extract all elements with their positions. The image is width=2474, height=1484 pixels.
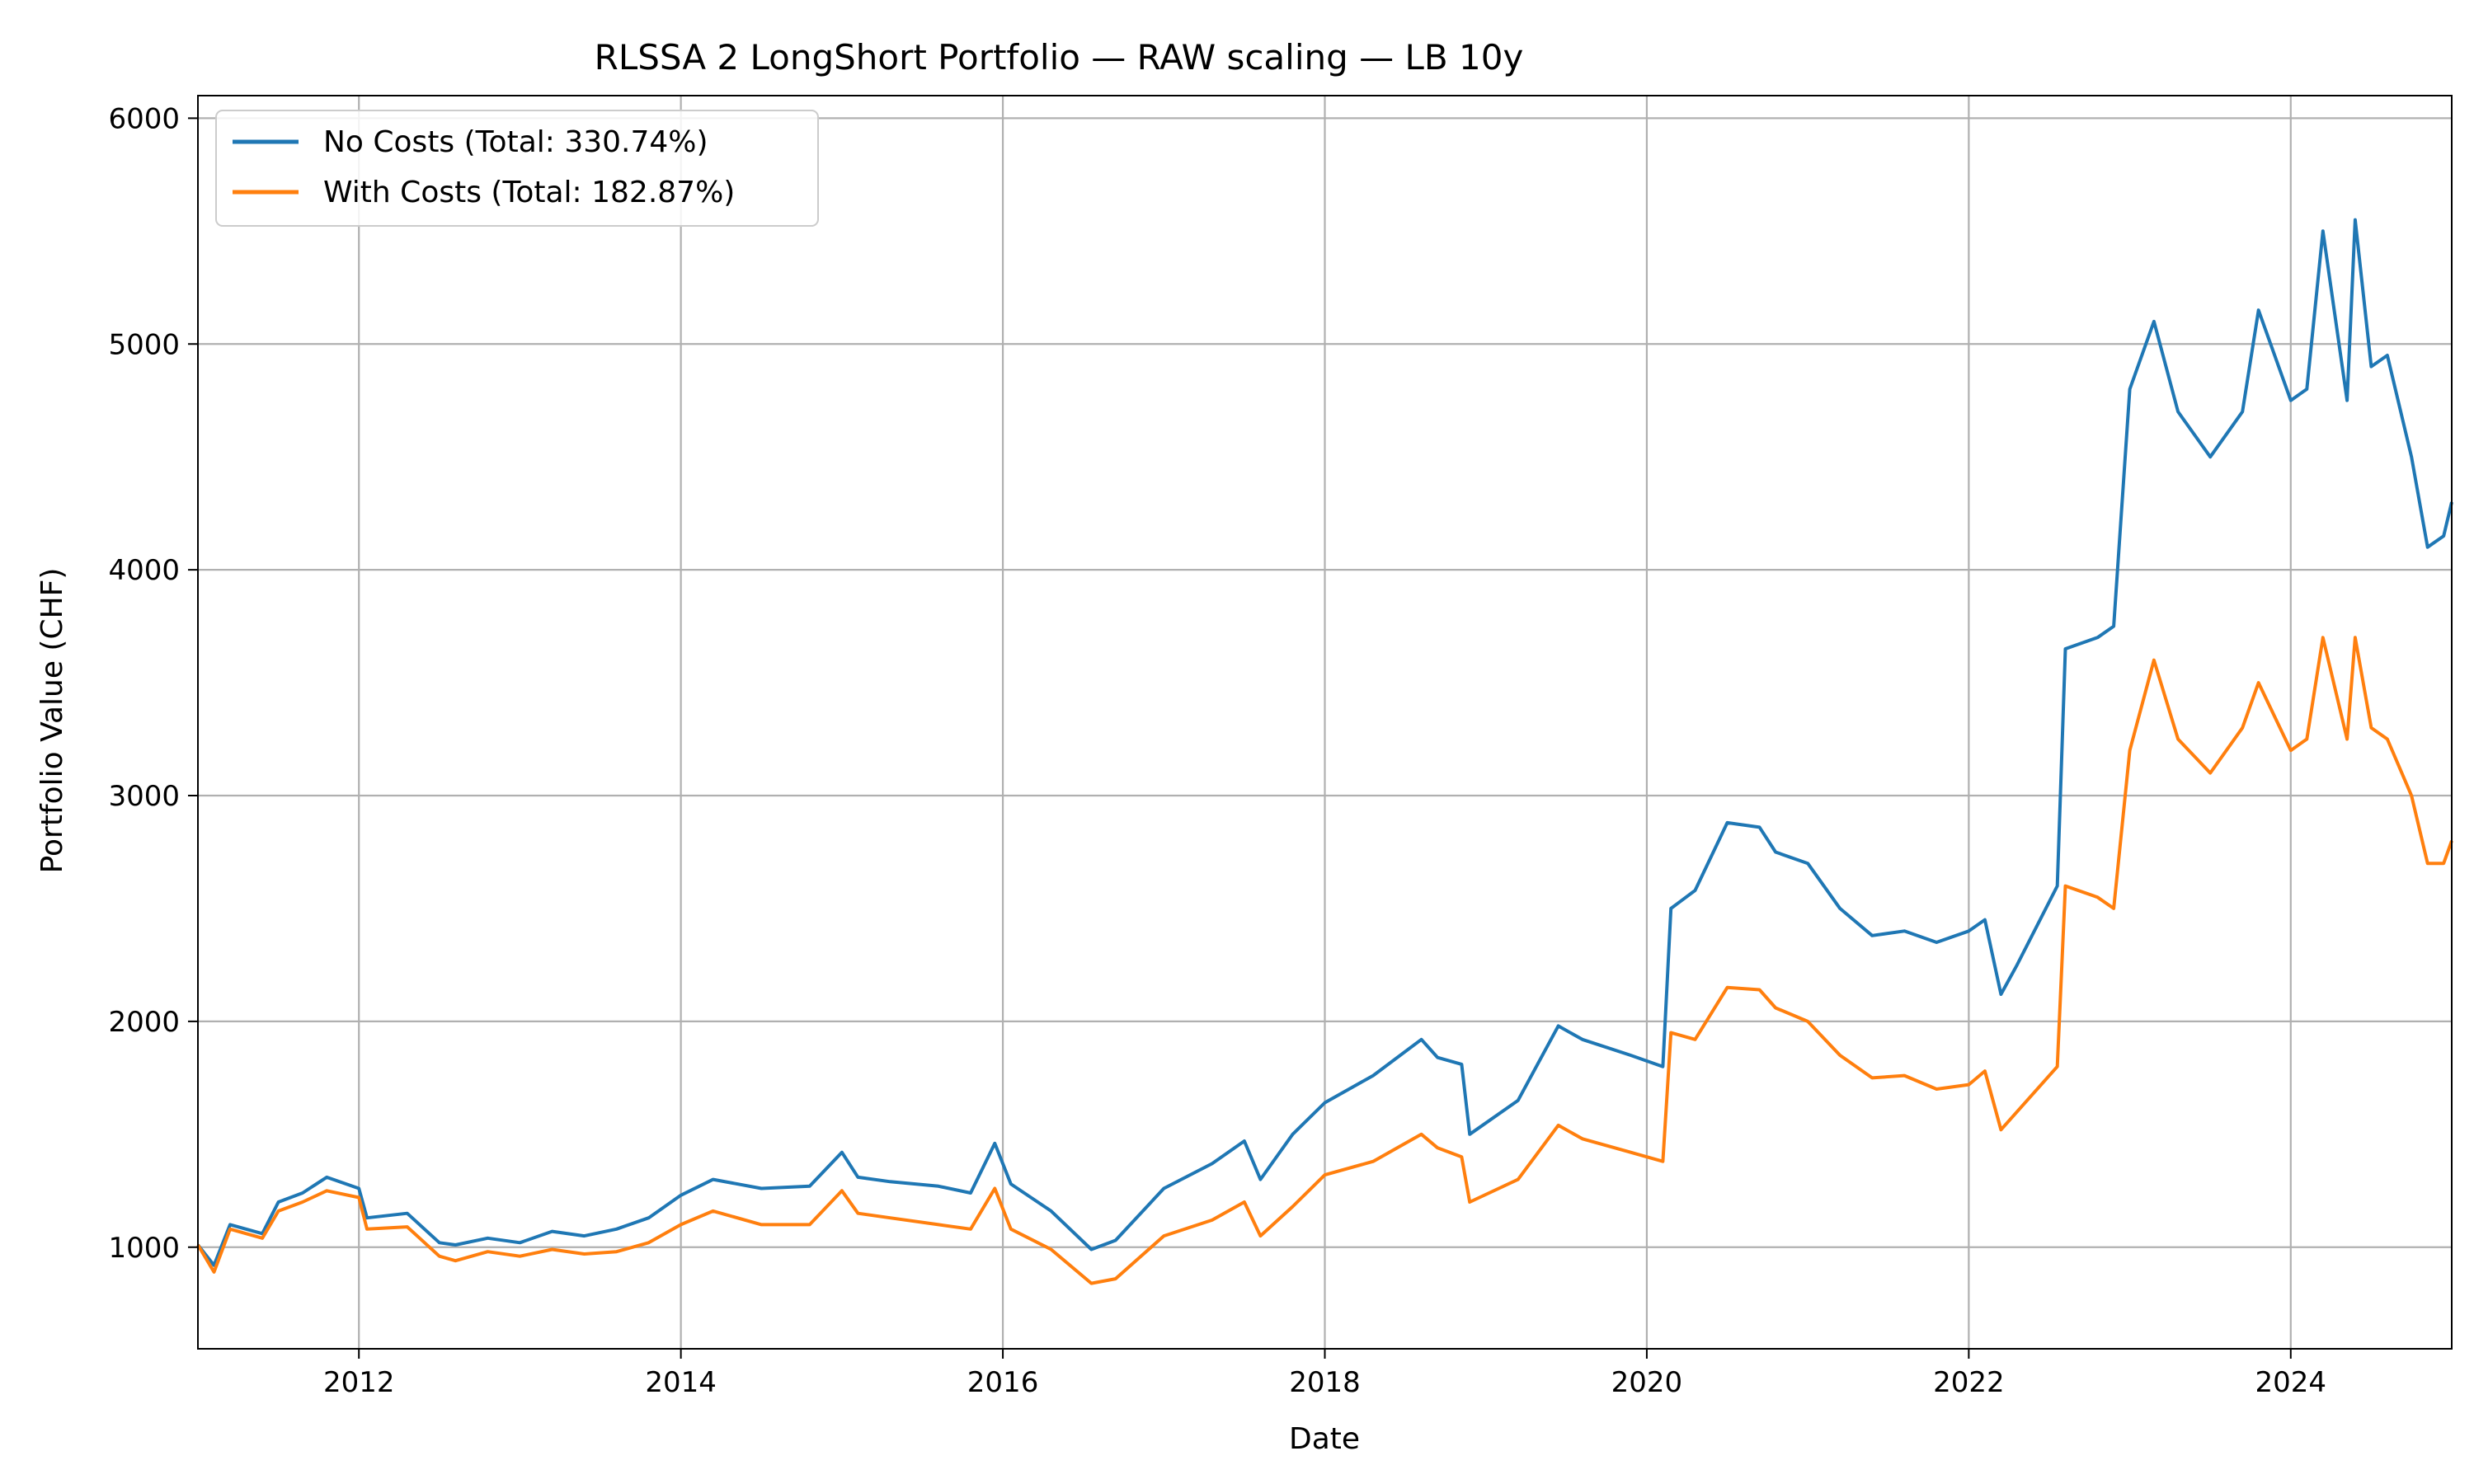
series-line-with-costs	[196, 636, 2453, 1285]
x-tick-label: 2024	[2255, 1366, 2327, 1399]
y-tick-label: 6000	[108, 102, 180, 135]
x-tick-label: 2020	[1611, 1366, 1683, 1399]
y-axis-label: Portfolio Value (CHF)	[35, 568, 69, 874]
series-group	[196, 218, 2453, 1285]
y-tick-label: 4000	[108, 554, 180, 587]
legend: No Costs (Total: 330.74%) With Costs (To…	[215, 110, 819, 227]
x-tick-label: 2022	[1933, 1366, 2005, 1399]
y-tick-label: 2000	[108, 1006, 180, 1039]
legend-label-no-costs: No Costs (Total: 330.74%)	[323, 125, 708, 159]
x-tick-label: 2012	[323, 1366, 395, 1399]
chart-title: RLSSA 2 LongShort Portfolio — RAW scalin…	[595, 37, 1524, 77]
legend-label-with-costs: With Costs (Total: 182.87%)	[323, 176, 735, 209]
x-tick-label: 2018	[1289, 1366, 1361, 1399]
x-tick-label: 2014	[645, 1366, 717, 1399]
y-tick-label: 3000	[108, 780, 180, 813]
grid	[198, 96, 2452, 1349]
y-axis-ticks: 1000 2000 3000 4000 5000 6000	[108, 102, 198, 1265]
x-axis-ticks: 2012 2014 2016 2018 2020 2022 2024	[323, 1349, 2326, 1399]
y-tick-label: 5000	[108, 328, 180, 361]
legend-box	[215, 110, 819, 227]
y-tick-label: 1000	[108, 1232, 180, 1265]
x-axis-label: Date	[1289, 1422, 1360, 1456]
x-tick-label: 2016	[967, 1366, 1039, 1399]
series-line-no-costs	[196, 218, 2453, 1267]
